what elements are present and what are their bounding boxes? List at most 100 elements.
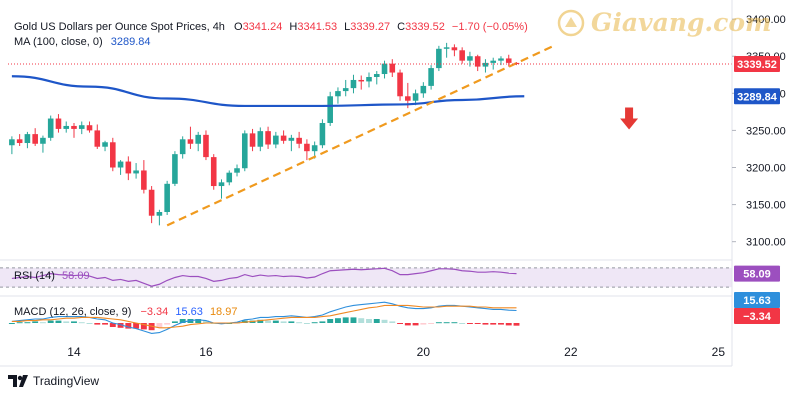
giavang-emblem-icon bbox=[557, 9, 585, 36]
tradingview-footer[interactable]: TradingView bbox=[8, 374, 99, 388]
candle bbox=[257, 127, 264, 152]
macd-histogram-bar bbox=[513, 323, 520, 326]
macd-histogram-bar bbox=[171, 321, 178, 323]
macd-histogram-bar bbox=[342, 317, 349, 323]
candle-body bbox=[241, 133, 248, 169]
candle-body bbox=[373, 74, 380, 77]
candle-body bbox=[389, 63, 396, 73]
macd-histogram-bar bbox=[24, 322, 31, 324]
candle bbox=[102, 140, 108, 152]
candle-body bbox=[234, 168, 240, 173]
candle bbox=[265, 126, 271, 149]
macd-histogram-bar bbox=[459, 323, 466, 324]
macd-histogram-bar bbox=[490, 323, 497, 325]
y-tick-label: 3100.00 bbox=[746, 237, 786, 249]
candle bbox=[389, 59, 396, 77]
x-tick-label: 16 bbox=[199, 345, 213, 359]
candle bbox=[78, 121, 85, 135]
candle-body bbox=[117, 161, 124, 168]
candle-body bbox=[71, 125, 77, 129]
ma-price-label-bg bbox=[734, 88, 780, 105]
candle-body bbox=[304, 143, 310, 152]
macd-histogram-bar bbox=[86, 323, 93, 324]
macd-hist-label: −3.34 bbox=[743, 311, 772, 323]
candle bbox=[428, 65, 434, 90]
candle bbox=[373, 71, 380, 85]
macd-histogram-bar bbox=[140, 323, 147, 330]
ma-legend-label: MA (100, close, 0) bbox=[14, 36, 103, 48]
macd-histogram-bar bbox=[94, 323, 101, 325]
macd-histogram-bar bbox=[55, 320, 62, 323]
candle bbox=[226, 170, 233, 186]
candle-body bbox=[350, 79, 357, 89]
candle-body bbox=[505, 58, 512, 63]
candle-body bbox=[16, 139, 23, 144]
macd-histogram-bar bbox=[319, 321, 326, 323]
candle bbox=[110, 137, 116, 172]
candle bbox=[327, 91, 333, 126]
macd-histogram-bar bbox=[257, 319, 264, 323]
macd-histogram-bar bbox=[404, 323, 411, 326]
macd-legend[interactable]: MACD (12, 26, close, 9) −3.34 15.63 18.9… bbox=[14, 306, 237, 318]
candle-body bbox=[311, 145, 318, 152]
candle-body bbox=[467, 56, 473, 61]
candle-body bbox=[55, 118, 62, 129]
macd-histogram-bar bbox=[498, 323, 504, 325]
y-tick-label: 3200.00 bbox=[746, 162, 786, 174]
rsi-value-label: 58.09 bbox=[743, 269, 771, 281]
macd-histogram-bar bbox=[288, 321, 295, 323]
candle-body bbox=[78, 125, 85, 129]
macd-histogram-bar bbox=[195, 319, 202, 323]
tradingview-logo-icon bbox=[8, 375, 28, 387]
bearish-arrow-icon bbox=[620, 107, 639, 130]
macd-histogram-bar bbox=[8, 323, 15, 324]
axes: 3100.003150.003200.003250.003300.003350.… bbox=[0, 0, 786, 367]
macd-histogram-bar bbox=[428, 323, 435, 324]
ma-100-line bbox=[11, 75, 525, 108]
macd-hist-label-bg bbox=[734, 308, 780, 324]
x-tick-label: 22 bbox=[564, 345, 578, 359]
chart-header: Gold US Dollars per Ounce Spot Prices, 4… bbox=[14, 21, 528, 33]
x-tick-label: 14 bbox=[67, 345, 81, 359]
macd-histogram-bar bbox=[474, 323, 481, 324]
candle bbox=[195, 131, 201, 152]
x-tick-label: 20 bbox=[417, 345, 431, 359]
macd-histogram-bar bbox=[164, 323, 171, 325]
macd-histogram-bar bbox=[102, 323, 108, 325]
candle-body bbox=[40, 137, 46, 144]
candle-body bbox=[412, 93, 419, 101]
candle bbox=[412, 89, 419, 106]
candle bbox=[436, 45, 442, 72]
candle-body bbox=[210, 157, 217, 187]
candle-body bbox=[133, 170, 139, 174]
candle-body bbox=[405, 96, 411, 101]
macd-value-label: 15.63 bbox=[743, 295, 771, 307]
candle-body bbox=[257, 131, 264, 147]
candle bbox=[164, 180, 170, 215]
candle-body bbox=[32, 134, 38, 144]
ma-legend[interactable]: MA (100, close, 0) 3289.84 bbox=[14, 36, 150, 48]
candle-body bbox=[148, 189, 155, 216]
macd-histogram-bar bbox=[78, 322, 85, 324]
candle-body bbox=[319, 122, 326, 146]
candle-body bbox=[459, 50, 465, 61]
candle bbox=[505, 54, 512, 67]
candle bbox=[288, 134, 295, 152]
macd-histogram-bar bbox=[420, 323, 427, 325]
candle bbox=[187, 126, 194, 149]
ohlc-close: C3339.52 bbox=[397, 21, 445, 33]
macd-histogram-bar bbox=[125, 323, 132, 329]
macd-legend-hist: −3.34 bbox=[140, 306, 169, 318]
ohlc-change: −1.70 (−0.05%) bbox=[451, 21, 528, 33]
candle bbox=[335, 87, 341, 104]
rsi-line bbox=[11, 267, 517, 287]
macd-histogram-bar bbox=[39, 322, 46, 324]
candle bbox=[141, 160, 147, 194]
candle-body bbox=[358, 79, 365, 82]
rsi-legend[interactable]: RSI (14) 58.09 bbox=[14, 270, 90, 282]
candle bbox=[273, 131, 279, 149]
macd-histogram-bar bbox=[71, 321, 77, 323]
giavang-logo-text: Giavang.com bbox=[591, 8, 772, 37]
candle bbox=[319, 119, 326, 149]
